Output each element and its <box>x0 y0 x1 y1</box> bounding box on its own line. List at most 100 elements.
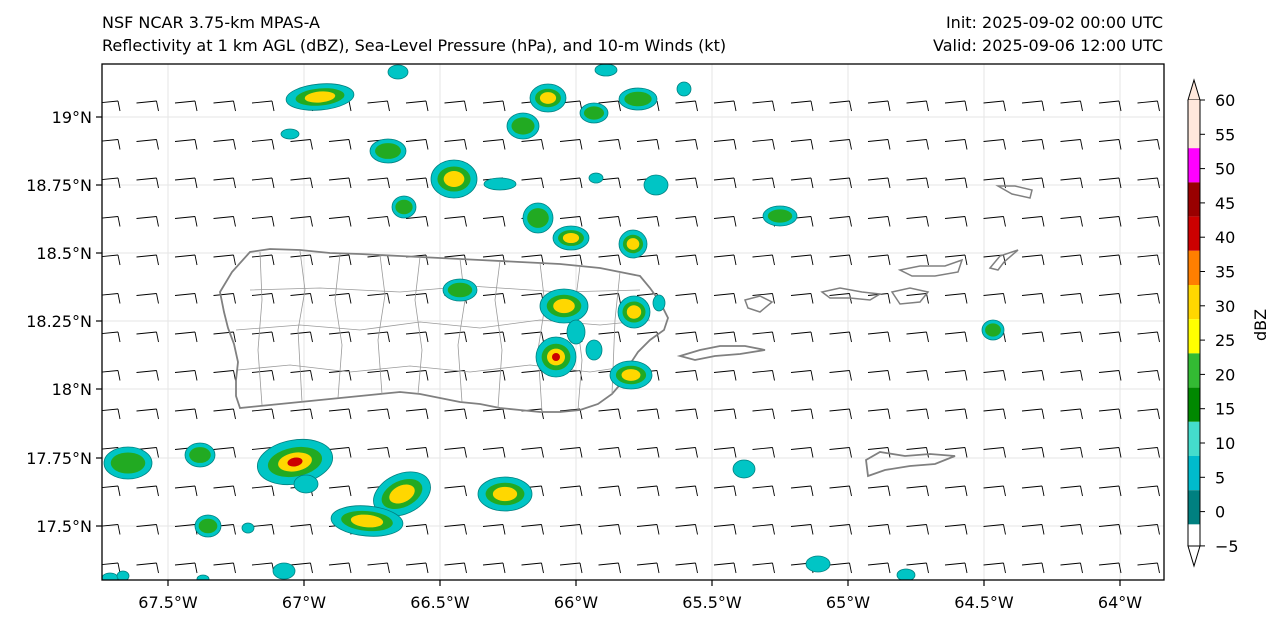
wind-barb <box>405 177 429 189</box>
wind-barb <box>290 293 313 304</box>
wind-barb <box>790 177 814 189</box>
reflectivity-cell <box>617 295 651 329</box>
wind-barb <box>906 408 929 420</box>
wind-barb <box>1137 139 1160 150</box>
wind-barb <box>102 254 121 266</box>
wind-barb <box>251 100 275 112</box>
wind-barb <box>521 177 544 189</box>
wind-barb <box>790 254 814 266</box>
wind-barb <box>482 254 506 266</box>
wind-barb <box>983 293 1006 304</box>
wind-barb <box>251 177 275 189</box>
wind-barb <box>752 485 775 497</box>
wind-barb <box>675 293 698 304</box>
wind-barb <box>213 293 236 304</box>
wind-barb <box>906 216 929 227</box>
colorbar-segment <box>1188 387 1200 422</box>
wind-barb <box>1060 177 1083 189</box>
wind-barb <box>752 447 775 458</box>
wind-barb <box>405 562 429 574</box>
reflectivity-cell <box>103 446 153 480</box>
wind-barb <box>444 562 467 574</box>
reflectivity-cell <box>539 288 589 324</box>
reflectivity-cell <box>594 64 618 77</box>
wind-barb <box>713 254 737 266</box>
wind-barb <box>829 254 852 266</box>
reflectivity-cell <box>373 471 431 517</box>
wind-barb <box>482 408 506 420</box>
wind-barb <box>174 293 198 304</box>
wind-barb <box>1021 139 1045 150</box>
wind-barbs <box>102 100 1160 574</box>
reflectivity-cell <box>280 128 300 140</box>
wind-barb <box>482 370 506 381</box>
wind-barb <box>1098 447 1122 458</box>
wind-barb <box>136 408 159 420</box>
lon-tick-label: 65°W <box>826 593 870 612</box>
wind-barb <box>213 485 236 497</box>
reflectivity-cell <box>285 83 355 111</box>
vieques-coastline <box>676 345 766 361</box>
reflectivity-cell <box>506 112 540 140</box>
wind-barb <box>174 562 198 574</box>
wind-barb <box>290 216 313 227</box>
wind-barb <box>174 100 198 112</box>
reflectivity-cell <box>369 138 407 164</box>
wind-barb <box>598 524 621 535</box>
reflectivity-cell <box>102 572 119 580</box>
wind-barb <box>521 139 544 150</box>
wind-barb <box>251 216 275 227</box>
wind-barb <box>174 139 198 150</box>
wind-barb <box>829 139 852 150</box>
wind-barb <box>213 447 236 458</box>
wind-barb <box>328 216 352 227</box>
wind-barb <box>251 254 275 266</box>
wind-barb <box>944 177 968 189</box>
reflectivity-cell <box>643 174 669 196</box>
wind-barb <box>328 293 352 304</box>
wind-barb <box>559 524 583 535</box>
wind-barb <box>1021 485 1045 497</box>
colorbar-tick-label: −5 <box>1215 537 1239 556</box>
wind-barb <box>713 562 737 574</box>
reflectivity-cell <box>529 83 567 113</box>
colorbar-segment <box>1188 490 1200 525</box>
map-title: NSF NCAR 3.75-km MPAS-A <box>102 13 320 32</box>
wind-barb <box>752 524 775 535</box>
wind-barb <box>1098 370 1122 381</box>
wind-barb <box>983 370 1006 381</box>
wind-barb <box>752 370 775 381</box>
lat-tick-label: 17.5°N <box>36 517 92 536</box>
wind-barb <box>174 408 198 420</box>
st-john-coastline <box>890 287 930 305</box>
wind-barb <box>598 100 621 112</box>
wind-barb <box>829 524 852 535</box>
wind-barb <box>1021 100 1045 112</box>
lon-tick-label: 67.5°W <box>138 593 198 612</box>
wind-barb <box>829 100 852 112</box>
wind-barb <box>328 447 352 458</box>
wind-barb <box>367 293 390 304</box>
wind-barb <box>405 139 429 150</box>
wind-barb <box>944 331 968 343</box>
wind-barb <box>290 408 313 420</box>
wind-barb <box>559 562 583 574</box>
wind-barb <box>1060 485 1083 497</box>
colorbar-segment <box>1188 216 1200 251</box>
wind-barb <box>251 370 275 381</box>
wind-barb <box>367 100 390 112</box>
wind-barb <box>1060 408 1083 420</box>
reflectivity-cell <box>762 205 798 227</box>
wind-barb <box>867 254 891 266</box>
reflectivity-cell <box>896 568 916 580</box>
wind-barb <box>1021 562 1045 574</box>
reflectivity-cell <box>116 570 130 580</box>
wind-barb <box>1060 524 1083 535</box>
wind-barb <box>867 562 891 574</box>
wind-barb <box>1137 331 1160 343</box>
wind-barb <box>1098 331 1122 343</box>
wind-barb <box>598 254 621 266</box>
wind-barb <box>944 562 968 574</box>
wind-barb <box>521 331 544 343</box>
